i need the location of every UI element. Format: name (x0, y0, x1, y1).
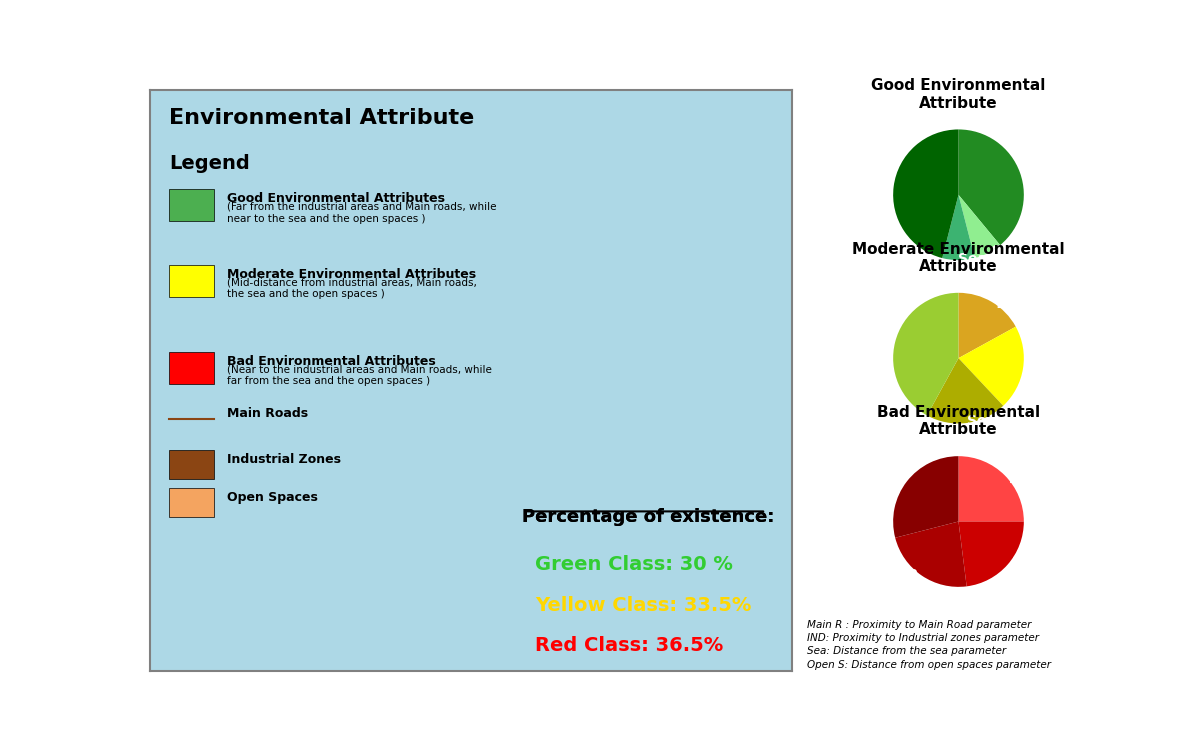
Wedge shape (928, 358, 1003, 424)
Wedge shape (959, 456, 1024, 522)
Text: Main R
25%: Main R 25% (1009, 455, 1063, 486)
Wedge shape (942, 195, 974, 260)
Text: Good Environmental Attributes: Good Environmental Attributes (227, 192, 445, 205)
Text: Sea
23%: Sea 23% (884, 566, 918, 596)
Text: IND: Proximity to Industrial zones parameter: IND: Proximity to Industrial zones param… (806, 633, 1038, 643)
Text: Open S
21%: Open S 21% (1030, 354, 1086, 385)
Text: Main R
39%: Main R 39% (1026, 155, 1080, 185)
Text: Moderate Environmental Attributes: Moderate Environmental Attributes (227, 268, 476, 280)
Text: Legend: Legend (169, 155, 250, 173)
Text: Green Class: 30 %: Green Class: 30 % (535, 555, 733, 574)
Text: Open Spaces: Open Spaces (227, 491, 318, 504)
Text: Sea: Distance from the sea parameter: Sea: Distance from the sea parameter (806, 646, 1006, 656)
Text: (Near to the industrial areas and Main roads, while
far from the sea and the ope: (Near to the industrial areas and Main r… (227, 364, 492, 386)
Wedge shape (893, 456, 959, 538)
FancyBboxPatch shape (169, 189, 214, 221)
Title: Good Environmental
Attribute: Good Environmental Attribute (871, 78, 1045, 111)
Title: Moderate Environmental
Attribute: Moderate Environmental Attribute (852, 241, 1064, 274)
Text: Open S: Distance from open spaces parameter: Open S: Distance from open spaces parame… (806, 660, 1050, 670)
FancyBboxPatch shape (169, 265, 214, 296)
Wedge shape (959, 293, 1015, 358)
Wedge shape (959, 326, 1024, 406)
Text: IND
29%: IND 29% (869, 462, 901, 492)
FancyBboxPatch shape (169, 488, 214, 517)
Text: (Far from the industrial areas and Main roads, while
near to the sea and the ope: (Far from the industrial areas and Main … (227, 202, 497, 223)
Text: Open S
23%: Open S 23% (1013, 554, 1068, 584)
Wedge shape (959, 522, 1024, 587)
Text: Bad Environmental Attributes: Bad Environmental Attributes (227, 354, 436, 368)
Title: Bad Environmental
Attribute: Bad Environmental Attribute (877, 405, 1040, 437)
Wedge shape (895, 522, 967, 587)
Text: Percentage of existence:: Percentage of existence: (522, 508, 774, 526)
Wedge shape (893, 293, 959, 415)
Text: IND
46%: IND 46% (853, 170, 887, 201)
Text: (Mid-distance from industrial areas, Main roads,
the sea and the open spaces ): (Mid-distance from industrial areas, Mai… (227, 277, 476, 299)
Text: IND
42%: IND 42% (856, 325, 889, 355)
Text: Percentage of existence:: Percentage of existence: (522, 508, 774, 526)
Wedge shape (893, 130, 959, 258)
Text: Main R
17%: Main R 17% (995, 281, 1049, 311)
Text: Main Roads: Main Roads (227, 407, 308, 421)
Text: Sea
8%: Sea 8% (959, 252, 988, 282)
Text: Main R : Proximity to Main Road parameter: Main R : Proximity to Main Road paramete… (806, 620, 1031, 630)
Text: Yellow Class: 33.5%: Yellow Class: 33.5% (535, 596, 751, 615)
Text: Open S
7%: Open S 7% (991, 244, 1048, 274)
Text: Industrial Zones: Industrial Zones (227, 453, 341, 466)
FancyBboxPatch shape (169, 351, 214, 384)
FancyBboxPatch shape (169, 450, 214, 480)
Text: Red Class: 36.5%: Red Class: 36.5% (535, 636, 724, 655)
Text: Sea
20%: Sea 20% (967, 415, 1001, 445)
Wedge shape (959, 130, 1024, 245)
Text: Environmental Attribute: Environmental Attribute (169, 108, 474, 128)
Wedge shape (959, 195, 1000, 258)
